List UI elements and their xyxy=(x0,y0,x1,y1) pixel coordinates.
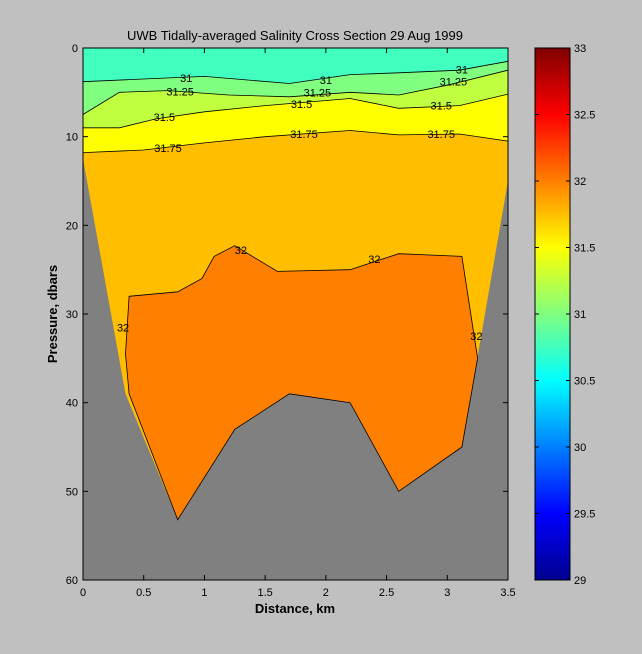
chart-title: UWB Tidally-averaged Salinity Cross Sect… xyxy=(127,28,463,43)
colorbar-ticks: 29 29.5 30 30.5 31 31.5 32 32.5 33 xyxy=(535,43,595,587)
colorbar-tick-label: 30 xyxy=(574,442,586,454)
y-tick-label: 20 xyxy=(66,220,78,232)
contour-label-31-1: 31 xyxy=(320,75,332,87)
x-tick-label: 0.5 xyxy=(136,587,151,599)
y-tick-label: 60 xyxy=(66,575,78,587)
x-tick-label: 2 xyxy=(323,587,329,599)
x-axis-label: Distance, km xyxy=(255,601,335,616)
colorbar-tick-label: 31 xyxy=(574,309,586,321)
contour-label-32-3: 32 xyxy=(470,331,482,343)
band-below-31 xyxy=(83,48,508,84)
colorbar-tick-label: 32 xyxy=(574,176,586,188)
x-axis: 0 0.5 1 1.5 2 2.5 3 3.5 xyxy=(80,48,516,599)
colorbar-gradient xyxy=(534,47,571,581)
contour-line-layer xyxy=(82,60,509,521)
contour-label-31-75-2: 31.75 xyxy=(427,129,455,141)
contour-line-31 xyxy=(82,60,509,84)
band-31-to-31-25 xyxy=(83,61,508,115)
colorbar-tick-label: 30.5 xyxy=(574,376,595,388)
y-axis: 0 10 20 30 40 50 60 xyxy=(66,43,508,587)
contour-label-32-2: 32 xyxy=(117,322,129,334)
contour-line-31-75 xyxy=(82,130,509,153)
y-tick-label: 0 xyxy=(72,43,78,55)
band-31-25-to-31-5 xyxy=(83,70,508,128)
y-tick-label: 30 xyxy=(66,309,78,321)
colorbar-tick-label: 32.5 xyxy=(574,110,595,122)
contour-label-31-75-0: 31.75 xyxy=(154,143,182,155)
colorbar-tick-label: 31.5 xyxy=(574,243,595,255)
x-tick-label: 0 xyxy=(80,587,86,599)
contour-label-32-0: 32 xyxy=(235,245,247,257)
colorbar-tick-label: 29 xyxy=(574,575,586,587)
x-tick-label: 2.5 xyxy=(379,587,394,599)
band-above-32 xyxy=(125,245,478,520)
y-axis-label: Pressure, dbars xyxy=(45,265,60,363)
contour-fill-layer xyxy=(83,48,508,580)
colorbar-tick-label: 33 xyxy=(574,43,586,55)
x-tick-label: 3.5 xyxy=(500,587,515,599)
contour-label-31-5-0: 31.5 xyxy=(154,112,175,124)
y-tick-label: 40 xyxy=(66,398,78,410)
x-tick-label: 1 xyxy=(201,587,207,599)
colorbar-tick-label: 29.5 xyxy=(574,509,595,521)
seafloor-mask xyxy=(83,48,508,580)
x-tick-label: 1.5 xyxy=(257,587,272,599)
contour-line-31-25 xyxy=(82,69,509,115)
contour-label-31-25-2: 31.25 xyxy=(440,77,468,89)
band-31-5-to-31-75 xyxy=(83,94,508,153)
contour-line-32 xyxy=(125,245,479,521)
contour-label-31-5-2: 31.5 xyxy=(431,101,452,113)
y-tick-label: 50 xyxy=(66,486,78,498)
contour-label-31-5-1: 31.5 xyxy=(291,99,312,111)
x-tick-label: 3 xyxy=(444,587,450,599)
contour-label-31-0: 31 xyxy=(180,73,192,85)
contour-label-31-25-1: 31.25 xyxy=(304,87,332,99)
contour-line-31-5 xyxy=(83,93,509,129)
colorbar: 29 29.5 30 30.5 31 31.5 32 32.5 33 xyxy=(534,43,595,587)
contour-label-31-2: 31 xyxy=(456,64,468,76)
contour-label-31-75-1: 31.75 xyxy=(290,129,318,141)
contour-label-31-25-0: 31.25 xyxy=(166,86,194,98)
y-tick-label: 10 xyxy=(66,132,78,144)
contour-label-32-1: 32 xyxy=(368,254,380,266)
